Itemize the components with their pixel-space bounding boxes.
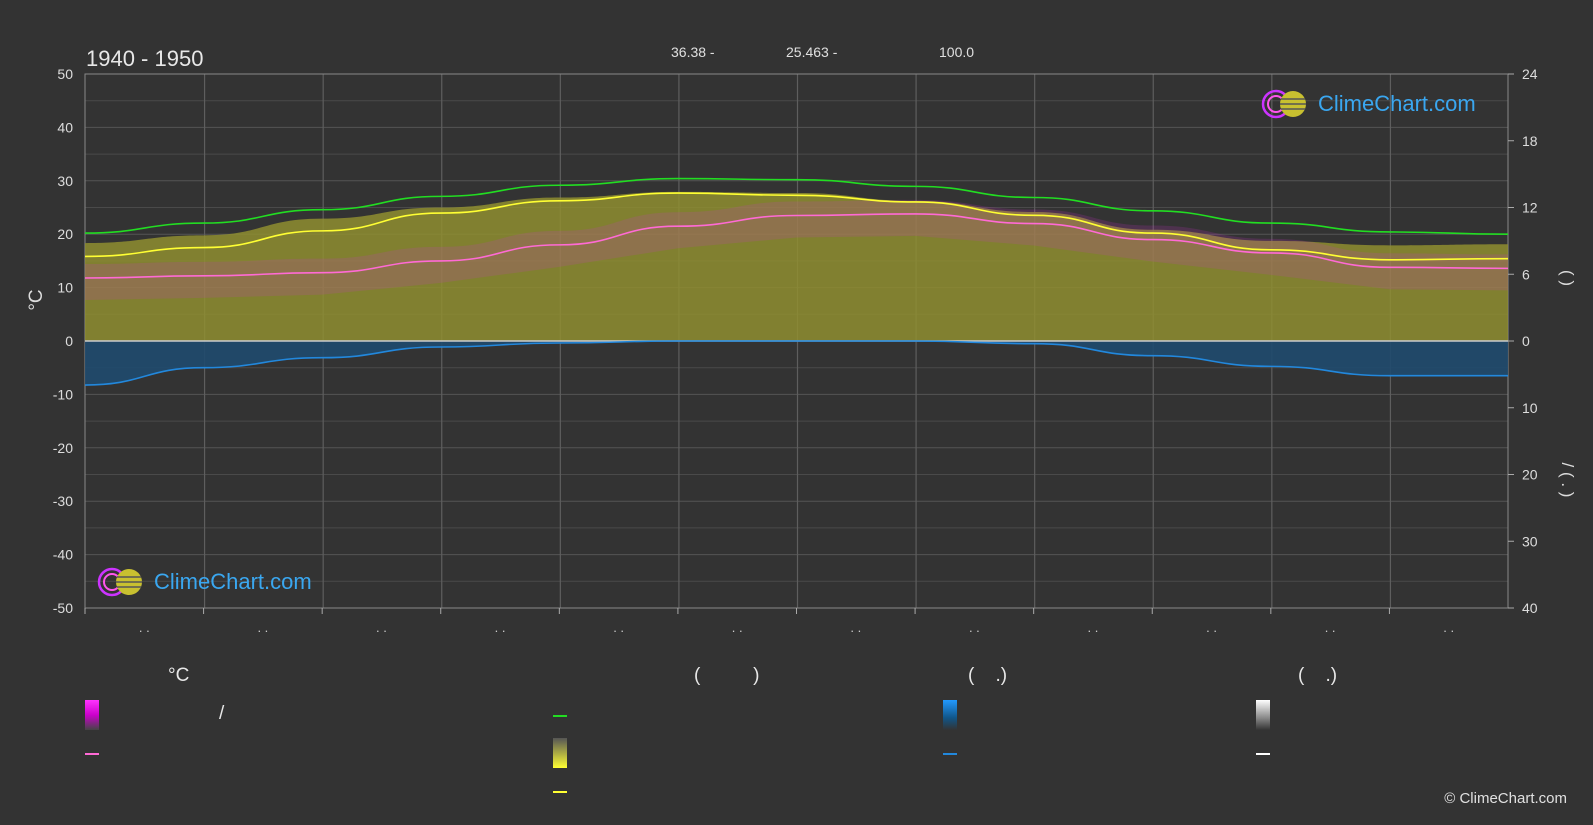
- legend-temp-header: °C: [168, 665, 190, 686]
- legend-snow-swatch: [1256, 700, 1270, 730]
- left-tick-label: 50: [57, 66, 73, 82]
- logo-top[interactable]: ClimeChart.com: [1260, 88, 1476, 120]
- sunshine-line: [84, 192, 1509, 261]
- logo-text: ClimeChart.com: [154, 569, 312, 594]
- temp-mean-line: [84, 213, 1509, 279]
- legend-rain-line: [943, 753, 957, 755]
- right-top-tick-label: 24: [1522, 66, 1538, 82]
- x-tick-label: . .: [139, 620, 150, 635]
- left-tick-label: 10: [57, 280, 73, 296]
- latitude-label: 36.38 -: [671, 44, 715, 60]
- legend-temp-mean-line: [85, 753, 99, 755]
- left-tick-label: -50: [53, 600, 73, 616]
- x-tick-label: . .: [732, 620, 743, 635]
- legend-rain-swatch: [943, 700, 957, 730]
- left-tick-label: -40: [53, 547, 73, 563]
- x-tick-label: . .: [969, 620, 980, 635]
- left-tick-label: 20: [57, 226, 73, 242]
- sunshine-area: [85, 191, 1508, 341]
- x-tick-label: . .: [1325, 620, 1336, 635]
- left-tick-label: 30: [57, 173, 73, 189]
- left-tick-label: -20: [53, 440, 73, 456]
- climechart-logo-icon: [1261, 89, 1306, 119]
- elevation-label: 100.0: [939, 44, 975, 60]
- copyright: © ClimeChart.com: [1444, 790, 1567, 807]
- left-tick-label: -30: [53, 493, 73, 509]
- right-top-tick-label: 12: [1522, 200, 1538, 216]
- logo-bottom[interactable]: ClimeChart.com: [96, 566, 312, 598]
- chart-areas: [85, 191, 1508, 386]
- legend-snow-header: ( .): [1298, 665, 1338, 686]
- x-tick-label: . .: [376, 620, 387, 635]
- right-bottom-tick-label: 20: [1522, 467, 1538, 483]
- climechart-logo-icon: [97, 567, 142, 597]
- chart-axes: 50 40 30 20 10 0 -10 -20 -30 -40 -50 24 18 12 6 0 10 20 30…: [26, 66, 1577, 635]
- legend-sunshine-line: [553, 791, 567, 793]
- x-tick-label: . .: [257, 620, 268, 635]
- right-top-axis-label: ( ): [1558, 270, 1577, 286]
- precip-line: [84, 340, 1508, 386]
- legend-temp-range-swatch: [85, 700, 99, 730]
- right-bottom-tick-label: 10: [1522, 400, 1538, 416]
- legend-rain-header: ( .): [968, 665, 1008, 686]
- right-bottom-tick-label: 30: [1522, 533, 1538, 549]
- temp-range-band: [85, 199, 1508, 300]
- x-tick-label: . .: [1088, 620, 1099, 635]
- legend-daylight-line: [553, 715, 567, 717]
- left-tick-label: 40: [57, 119, 73, 135]
- right-top-tick-label: 18: [1522, 133, 1538, 149]
- x-tick-label: . .: [850, 620, 861, 635]
- x-tick-label: . .: [1443, 620, 1454, 635]
- period-label: 1940 - 1950: [86, 46, 204, 71]
- x-tick-label: . .: [613, 620, 624, 635]
- logo-text: ClimeChart.com: [1318, 91, 1476, 116]
- longitude-label: 25.463 -: [786, 44, 838, 60]
- precip-area: [85, 341, 1508, 386]
- left-tick-label: -10: [53, 386, 73, 402]
- legend-sun-header: ( ): [694, 665, 760, 686]
- legend-temp-sep: /: [219, 703, 225, 724]
- daylight-line: [84, 177, 1509, 235]
- right-top-tick-label: 0: [1522, 333, 1530, 349]
- chart-lines: [84, 177, 1509, 386]
- legend-sunshine-swatch: [553, 738, 567, 768]
- right-bottom-axis-label: / ( . ): [1558, 463, 1577, 498]
- left-axis-label: °C: [26, 289, 47, 310]
- legend-snow-line: [1256, 753, 1270, 755]
- right-bottom-tick-label: 40: [1522, 600, 1538, 616]
- x-tick-label: . .: [1206, 620, 1217, 635]
- right-top-tick-label: 6: [1522, 266, 1530, 282]
- x-tick-label: . .: [495, 620, 506, 635]
- left-tick-label: 0: [65, 333, 73, 349]
